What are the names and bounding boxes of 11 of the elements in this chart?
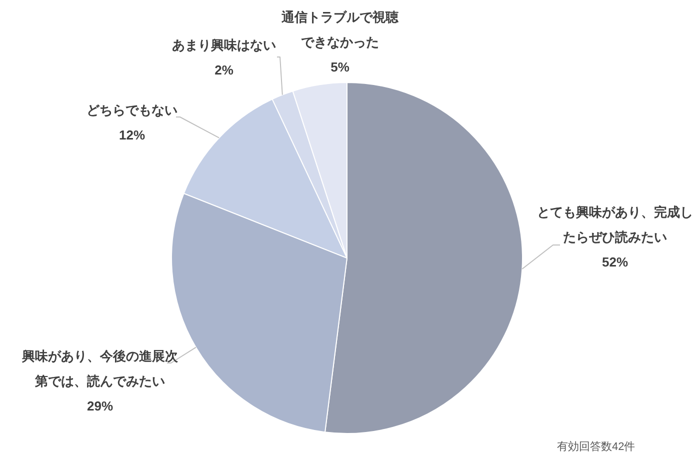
slice-label: 通信トラブルで視聴できなかった: [280, 10, 400, 50]
slice-label: どちらでもない: [86, 102, 178, 118]
slice-label: とても興味があり、完成したらぜひ読みたい: [537, 204, 693, 245]
data-label: 29%: [86, 398, 114, 414]
data-label: 52%: [602, 254, 628, 270]
data-label: 2%: [214, 62, 234, 78]
slice-label: 興味があり、今後の進展次第では、読んでみたい: [21, 348, 179, 389]
text: 有効回答数42件: [557, 440, 636, 454]
slice-label: あまり興味はない: [172, 38, 276, 53]
data-label: 5%: [330, 60, 350, 75]
data-label: 12%: [118, 128, 146, 143]
